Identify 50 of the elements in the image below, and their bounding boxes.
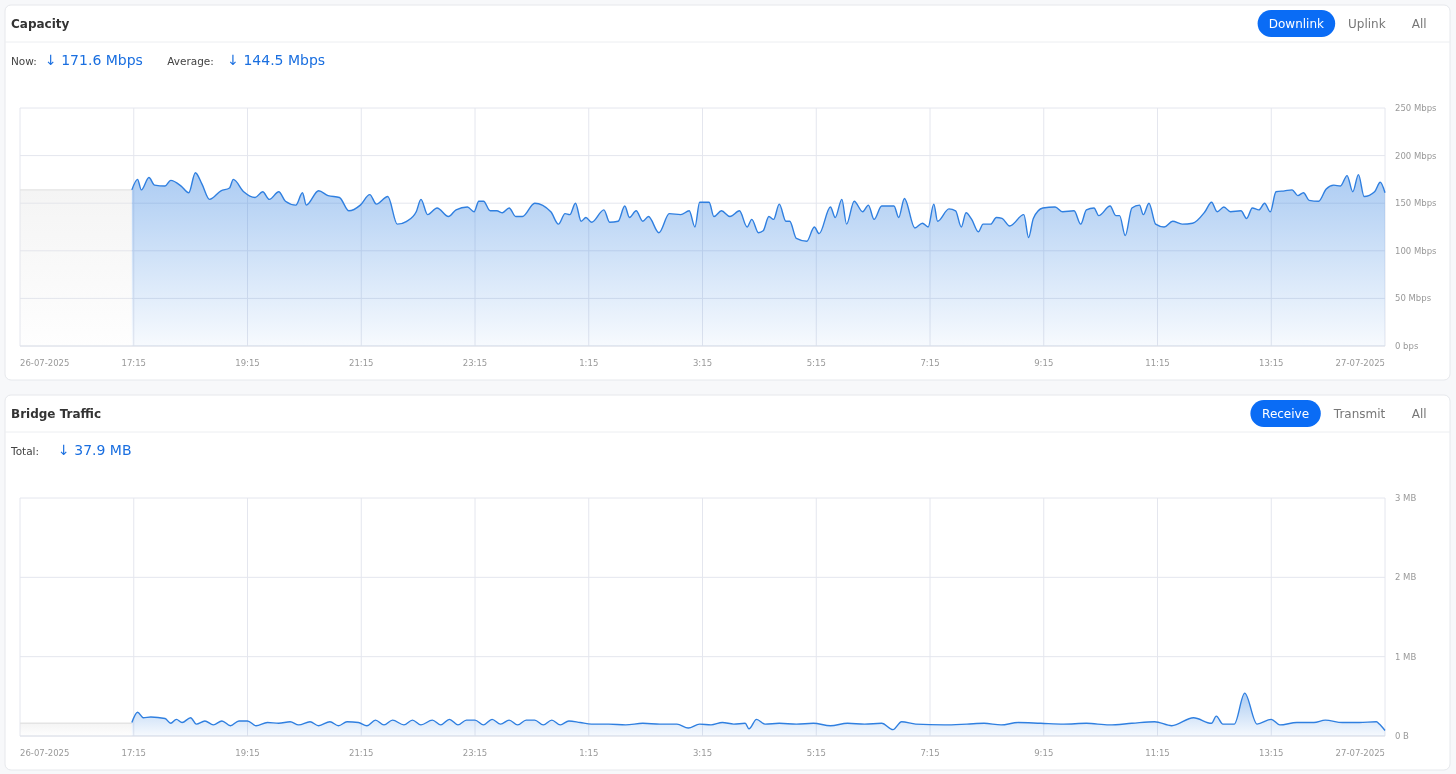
y-tick-label: 200 Mbps xyxy=(1395,150,1438,161)
text: Now: xyxy=(11,55,37,67)
text: All xyxy=(1411,17,1427,31)
x-tick-label: 17:15 xyxy=(121,748,146,758)
x-tick-label: 11:15 xyxy=(1145,748,1170,758)
y-tick-label: 0 B xyxy=(1395,731,1410,741)
x-tick-label: 17:15 xyxy=(121,358,146,368)
text: ↓ 37.9 MB xyxy=(58,442,132,458)
x-tick-label: 23:15 xyxy=(462,358,488,368)
text: Receive xyxy=(1262,407,1310,421)
chart-title: Bridge Traffic xyxy=(11,407,102,421)
x-tick-label: 19:15 xyxy=(235,358,260,368)
x-tick-label: 7:15 xyxy=(920,358,940,368)
text: ↓ 144.5 Mbps xyxy=(227,52,326,68)
x-tick-label: 3:15 xyxy=(692,358,713,368)
y-tick-label: 3 MB xyxy=(1395,493,1417,503)
x-tick-label: 1:15 xyxy=(579,748,599,758)
chart-title: Capacity xyxy=(11,17,70,31)
text: Downlink xyxy=(1268,17,1325,31)
x-tick-label: 5:15 xyxy=(806,358,826,368)
text: Transmit xyxy=(1332,407,1386,421)
text: All xyxy=(1411,407,1427,421)
text: Uplink xyxy=(1347,17,1386,31)
x-tick-label: 26-07-2025 xyxy=(20,748,70,758)
y-tick-label: 100 Mbps xyxy=(1395,245,1438,256)
x-tick-label: 27-07-2025 xyxy=(1335,748,1385,758)
text: Total: xyxy=(10,445,40,457)
x-tick-label: 21:15 xyxy=(349,358,374,368)
x-tick-label: 27-07-2025 xyxy=(1335,358,1385,368)
y-tick-label: 2 MB xyxy=(1395,572,1417,583)
x-tick-label: 13:15 xyxy=(1259,358,1284,368)
text: ↓ 171.6 Mbps xyxy=(45,52,143,68)
x-tick-label: 26-07-2025 xyxy=(20,358,70,368)
x-tick-label: 7:15 xyxy=(920,748,940,758)
x-tick-label: 21:15 xyxy=(349,748,374,758)
x-tick-label: 9:15 xyxy=(1034,748,1054,758)
x-tick-label: 5:15 xyxy=(806,748,826,758)
x-tick-label: 11:15 xyxy=(1145,358,1170,368)
x-tick-label: 19:15 xyxy=(235,748,260,758)
y-tick-label: 250 Mbps xyxy=(1395,103,1438,113)
x-tick-label: 3:15 xyxy=(692,748,713,758)
y-tick-label: 150 Mbps xyxy=(1395,198,1438,209)
y-tick-label: 1 MB xyxy=(1395,651,1417,662)
text: Average: xyxy=(167,55,214,67)
x-tick-label: 1:15 xyxy=(579,358,599,368)
y-tick-label: 50 Mbps xyxy=(1395,293,1432,304)
x-tick-label: 13:15 xyxy=(1259,748,1284,758)
y-tick-label: 0 bps xyxy=(1395,341,1419,351)
x-tick-label: 9:15 xyxy=(1034,358,1054,368)
x-tick-label: 23:15 xyxy=(462,748,488,758)
